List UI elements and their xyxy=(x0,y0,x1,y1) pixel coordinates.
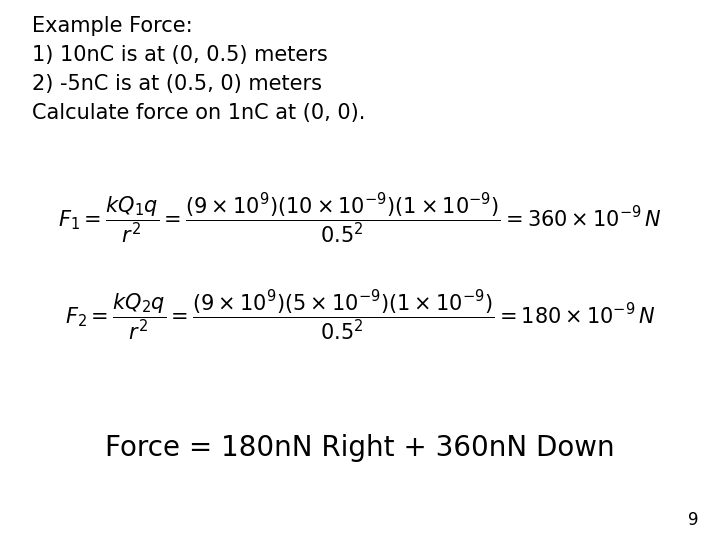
Text: $F_2 = \dfrac{kQ_2q}{r^2} = \dfrac{(9\times10^{9})(5\times10^{-9})(1\times10^{-9: $F_2 = \dfrac{kQ_2q}{r^2} = \dfrac{(9\ti… xyxy=(65,289,655,343)
Text: Example Force:
1) 10nC is at (0, 0.5) meters
2) -5nC is at (0.5, 0) meters
Calcu: Example Force: 1) 10nC is at (0, 0.5) me… xyxy=(32,16,366,123)
Text: 9: 9 xyxy=(688,511,698,529)
Text: Force = 180nN Right + 360nN Down: Force = 180nN Right + 360nN Down xyxy=(105,434,615,462)
Text: $F_1 = \dfrac{kQ_1q}{r^2} = \dfrac{(9\times10^{9})(10\times10^{-9})(1\times10^{-: $F_1 = \dfrac{kQ_1q}{r^2} = \dfrac{(9\ti… xyxy=(58,192,662,246)
